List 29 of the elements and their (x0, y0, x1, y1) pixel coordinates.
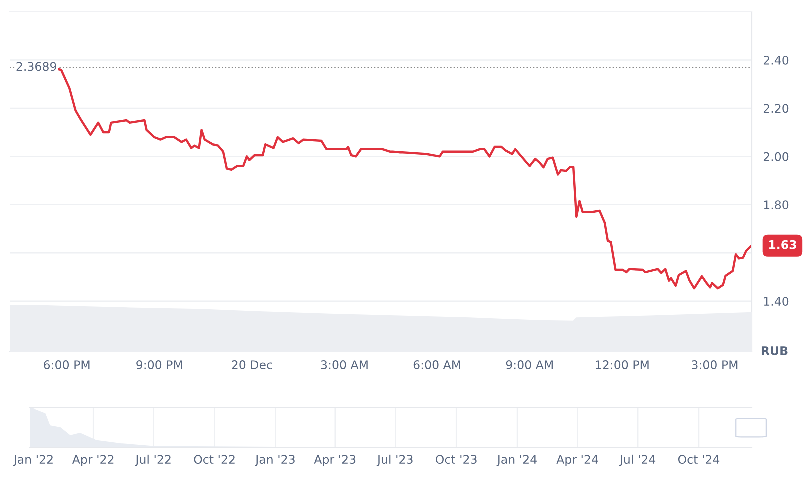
x-tick-label: Jul '24 (619, 454, 656, 466)
y-axis-title: RUB (762, 346, 788, 356)
x-tick-label: Jan '23 (255, 455, 295, 466)
x-tick-label: Apr '22 (72, 455, 114, 466)
x-tick-label: Apr '24 (556, 455, 598, 466)
y-tick-label: 2.20 (764, 104, 789, 114)
y-tick-label: 1.40 (764, 297, 789, 306)
annotation: 1.63 (769, 240, 796, 250)
x-tick-label: Jan '24 (496, 455, 537, 466)
x-tick-label: 12:00 PM (596, 360, 649, 370)
y-tick-label: 1.80 (764, 200, 789, 210)
ref-line-label: 2.3689 (16, 62, 56, 72)
x-tick-label: Oct '24 (678, 455, 720, 464)
x-tick-label: 3:00 PM (692, 360, 738, 370)
x-tick-label: Oct '23 (436, 455, 477, 464)
y-tick-label: 2.00 (764, 152, 789, 162)
x-tick-label: Jan '22 (13, 455, 53, 466)
x-tick-label: Jul '22 (135, 454, 171, 466)
x-tick-label: 9:00 AM (506, 360, 553, 370)
x-tick-label: 20 Dec (232, 360, 272, 370)
x-tick-label: 9:00 PM (136, 360, 182, 370)
x-tick-label: 3:00 AM (321, 360, 368, 370)
x-tick-label: 6:00 PM (44, 360, 90, 370)
x-tick-label: Apr '23 (314, 455, 356, 466)
x-tick-label: Jul '23 (376, 454, 413, 466)
line-series (57, 68, 752, 290)
x-tick-label: Oct '22 (194, 455, 235, 464)
x-tick-label: 6:00 AM (414, 360, 460, 370)
y-tick-label: 2.40 (764, 56, 789, 65)
